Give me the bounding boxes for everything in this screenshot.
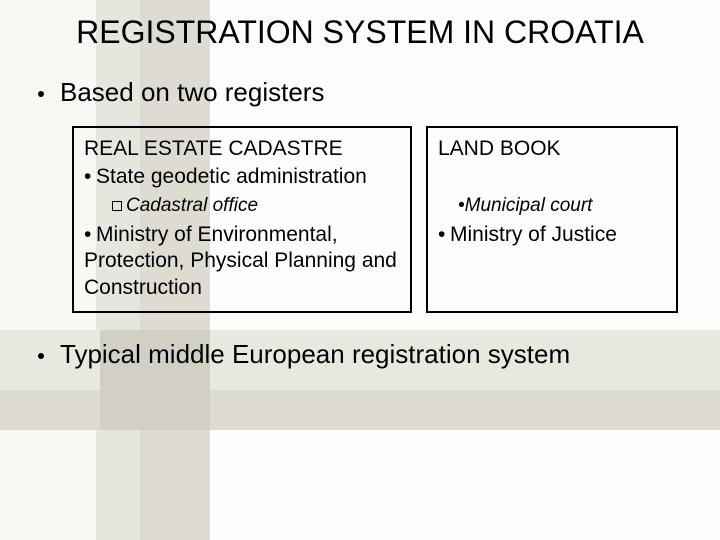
box-line: •State geodetic administration <box>84 164 400 190</box>
box-subline-text: Cadastral office <box>126 195 258 216</box>
box-line-text: State geodetic administration <box>96 165 367 188</box>
bullet-char: • <box>84 222 96 248</box>
spacer <box>438 164 666 190</box>
square-bullet-icon <box>112 201 122 211</box>
box-line-text: Ministry of Environmental, Protection, P… <box>84 223 397 299</box>
box-real-estate-cadastre: REAL ESTATE CADASTRE •State geodetic adm… <box>72 126 412 313</box>
box-heading: REAL ESTATE CADASTRE <box>84 136 400 162</box>
bullet-item: Typical middle European registration sys… <box>34 339 688 370</box>
box-subline-text: Municipal court <box>465 195 593 216</box>
slide: REGISTRATION SYSTEM IN CROATIA Based on … <box>0 0 720 540</box>
box-line: •Ministry of Justice <box>438 222 666 248</box>
boxes-row: REAL ESTATE CADASTRE •State geodetic adm… <box>72 126 688 313</box>
bullet-char: • <box>84 164 96 190</box>
bullet-dot-icon <box>38 91 44 97</box>
slide-body: Based on two registers REAL ESTATE CADAS… <box>0 51 720 370</box>
box-subline: •Municipal court <box>438 190 666 222</box>
bullet-char: • <box>458 195 465 216</box>
bullet-text: Based on two registers <box>60 77 324 107</box>
slide-title: REGISTRATION SYSTEM IN CROATIA <box>0 0 720 51</box>
box-heading: LAND BOOK <box>438 136 666 162</box>
box-subline: Cadastral office <box>84 190 400 222</box>
box-line-text: Ministry of Justice <box>450 223 617 246</box>
bullet-text: Typical middle European registration sys… <box>60 339 570 369</box>
bullet-dot-icon <box>38 353 44 359</box>
bullet-item: Based on two registers <box>34 77 688 108</box>
box-land-book: LAND BOOK •Municipal court •Ministry of … <box>426 126 678 313</box>
bullet-char: • <box>438 222 450 248</box>
box-line: •Ministry of Environmental, Protection, … <box>84 222 400 301</box>
